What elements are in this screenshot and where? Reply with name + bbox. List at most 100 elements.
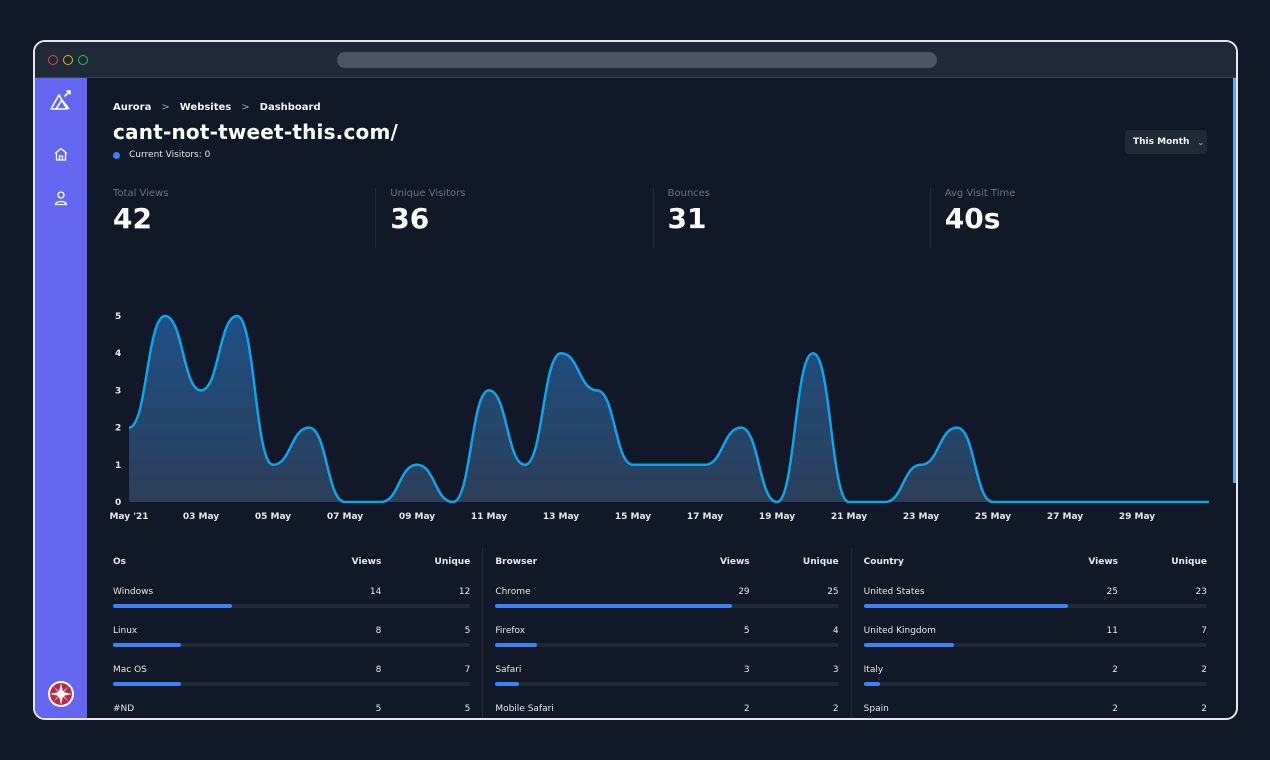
table-row[interactable]: Safari 3 3: [495, 664, 839, 686]
row-views: 5: [375, 704, 382, 714]
table-row[interactable]: Chrome 29 25: [495, 586, 839, 608]
data-point-16-may[interactable]: [666, 462, 672, 468]
data-point-13-may[interactable]: [558, 350, 564, 356]
data-point-28-may[interactable]: [1098, 499, 1104, 505]
data-point-12-may[interactable]: [522, 462, 528, 468]
column-header[interactable]: Views: [1088, 557, 1118, 567]
y-tick-label: 3: [115, 386, 121, 396]
data-point-11-may[interactable]: [486, 387, 492, 393]
table-row[interactable]: United States 25 23: [863, 586, 1207, 608]
row-name: Italy: [863, 665, 884, 675]
column-header[interactable]: Unique: [434, 557, 471, 567]
table-row[interactable]: Italy 2 2: [863, 664, 1207, 686]
data-point-23-may[interactable]: [918, 462, 924, 468]
column-header[interactable]: Browser: [495, 557, 538, 567]
stat-value: 42: [113, 202, 152, 235]
table-row[interactable]: Spain 2 2: [864, 703, 1207, 718]
data-point-14-may[interactable]: [594, 387, 600, 393]
table-header: Browser Views Unique: [495, 555, 838, 569]
x-tick-label: 17 May: [687, 512, 723, 522]
table-row[interactable]: United Kingdom 11 7: [863, 625, 1207, 647]
close-window-button[interactable]: [48, 55, 58, 65]
column-header[interactable]: Country: [863, 557, 904, 567]
data-point-09-may[interactable]: [414, 462, 420, 468]
data-point-29-may[interactable]: [1134, 499, 1140, 505]
x-tick-label: 13 May: [543, 512, 579, 522]
maximize-window-button[interactable]: [78, 55, 88, 65]
period-select-value: This Month: [1133, 137, 1190, 147]
y-tick-label: 0: [115, 498, 121, 508]
scrollbar[interactable]: [1233, 78, 1236, 483]
data-point-01-may[interactable]: [126, 425, 132, 431]
data-point-18-may[interactable]: [738, 425, 744, 431]
row-unique: 2: [1201, 704, 1207, 714]
table-row[interactable]: Linux 8 5: [113, 625, 471, 647]
row-name: Firefox: [495, 626, 526, 636]
row-views: 5: [743, 626, 750, 636]
minimize-window-button[interactable]: [63, 55, 73, 65]
data-point-06-may[interactable]: [306, 425, 312, 431]
table-row[interactable]: Windows 14 12: [113, 586, 471, 608]
period-select[interactable]: This Month ⌄: [1125, 130, 1207, 154]
column-header[interactable]: Os: [113, 557, 127, 567]
stats-row: Total Views 42 Unique Visitors 36 Bounce…: [113, 188, 1207, 248]
table-row[interactable]: Mac OS 8 7: [113, 664, 471, 686]
column-header[interactable]: Unique: [1171, 557, 1207, 567]
data-point-24-may[interactable]: [954, 425, 960, 431]
table-row[interactable]: #ND 5 5: [113, 703, 470, 718]
progress-fill: [113, 682, 181, 686]
stat-bounces: Bounces 31: [652, 188, 930, 248]
data-point-25-may[interactable]: [990, 499, 996, 505]
views-area-fill: [129, 316, 1209, 502]
x-tick-label: May '21: [109, 512, 148, 522]
progress-track: [495, 643, 839, 647]
mountain-logo-icon[interactable]: [49, 88, 73, 112]
home-icon[interactable]: [49, 142, 73, 166]
breadcrumb-websites[interactable]: Websites: [179, 102, 232, 113]
column-header[interactable]: Unique: [802, 557, 839, 567]
column-header[interactable]: Views: [719, 557, 750, 567]
data-point-08-may[interactable]: [378, 499, 384, 505]
data-point-20-may[interactable]: [810, 350, 816, 356]
data-point-05-may[interactable]: [270, 462, 276, 468]
progress-fill: [863, 682, 881, 686]
progress-track: [863, 604, 1207, 608]
table-row[interactable]: Firefox 5 4: [495, 625, 839, 647]
data-point-07-may[interactable]: [342, 499, 348, 505]
avatar-icon[interactable]: [47, 680, 75, 708]
row-views: 3: [743, 665, 750, 675]
stat-value: 31: [667, 202, 707, 235]
data-point-27-may[interactable]: [1062, 499, 1068, 505]
data-point-31-may[interactable]: [1206, 499, 1212, 505]
stat-label: Total Views: [113, 188, 169, 199]
breadcrumb-aurora[interactable]: Aurora: [113, 102, 152, 113]
progress-fill: [495, 604, 733, 608]
breadcrumb: Aurora > Websites > Dashboard: [113, 102, 321, 113]
user-icon[interactable]: [49, 186, 73, 210]
row-unique: 12: [458, 587, 471, 597]
stat-value: 40s: [944, 202, 1001, 235]
progress-track: [495, 682, 839, 686]
data-point-17-may[interactable]: [702, 462, 708, 468]
row-views: 29: [738, 587, 750, 597]
row-unique: 25: [827, 587, 839, 597]
table-row[interactable]: Mobile Safari 2 2: [495, 703, 838, 718]
x-tick-label: 25 May: [975, 512, 1011, 522]
data-point-30-may[interactable]: [1170, 499, 1176, 505]
data-point-04-may[interactable]: [234, 313, 240, 319]
data-point-03-may[interactable]: [198, 387, 204, 393]
data-point-19-may[interactable]: [774, 499, 780, 505]
column-header[interactable]: Views: [351, 557, 382, 567]
row-unique: 7: [464, 665, 471, 675]
data-point-10-may[interactable]: [450, 499, 456, 505]
data-point-02-may[interactable]: [162, 313, 168, 319]
page-title: cant-not-tweet-this.com/: [113, 120, 399, 144]
data-point-26-may[interactable]: [1026, 499, 1032, 505]
data-point-15-may[interactable]: [630, 462, 636, 468]
address-bar[interactable]: [337, 52, 937, 68]
data-point-22-may[interactable]: [882, 499, 888, 505]
data-point-21-may[interactable]: [846, 499, 852, 505]
progress-track: [113, 643, 471, 647]
table-header: Os Views Unique: [113, 555, 470, 569]
views-area-chart: 0 1 2 3 4 5 May '21 03 May 05 May 07 May 09 May 11 …: [109, 312, 1212, 522]
